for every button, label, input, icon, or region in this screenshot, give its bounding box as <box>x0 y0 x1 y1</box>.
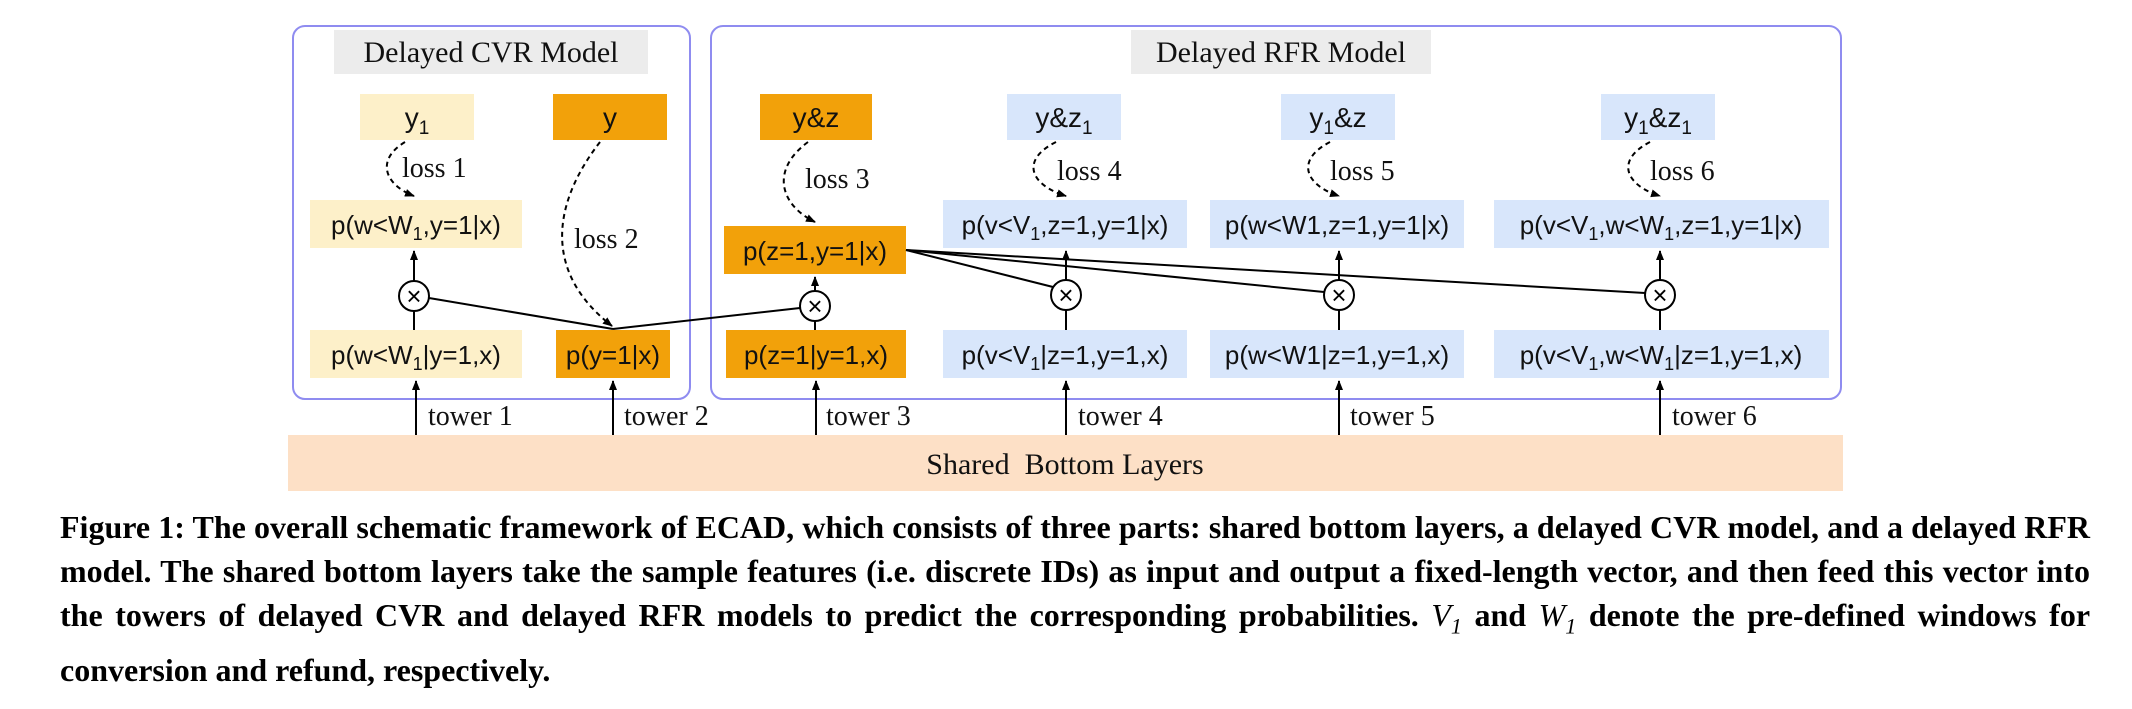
tower-1-label: tower 1 <box>428 401 513 432</box>
p-y-box <box>556 330 670 378</box>
label-yz-box <box>760 94 872 140</box>
p-w-y: p(w<W1,y=1|x) <box>331 210 501 244</box>
multiply-symbol-3: × <box>807 291 822 321</box>
p-z-given-box <box>726 330 906 378</box>
loss-6-label: loss 6 <box>1650 156 1715 187</box>
figure-caption: Figure 1: The overall schematic framewor… <box>60 505 2090 692</box>
p-vw-given: p(v<V1,w<W1|z=1,y=1,x) <box>1520 340 1803 374</box>
p-v-zy-box <box>943 200 1187 248</box>
label-y-box <box>553 94 667 140</box>
p-v-zy: p(v<V1,z=1,y=1|x) <box>962 210 1169 244</box>
p-v-given-box <box>943 330 1187 378</box>
p-w-zy: p(w<W1,z=1,y=1|x) <box>1225 210 1449 240</box>
rfr-title-bg <box>1131 30 1431 74</box>
loss-arrows <box>385 141 1661 327</box>
multiply-symbol-4: × <box>1058 280 1073 310</box>
caption-text-after: denote the pre-defined windows for conve… <box>60 597 2091 689</box>
label-y1z: y1&z <box>1309 102 1366 139</box>
multiply-symbol-6: × <box>1652 280 1667 310</box>
p-w-zy-box <box>1210 200 1464 248</box>
p-w-given-rfr: p(w<W1|z=1,y=1,x) <box>1225 340 1449 370</box>
caption-text: The overall schematic framework of ECAD,… <box>60 509 2091 633</box>
p-vw-zy: p(v<V1,w<W1,z=1,y=1|x) <box>1520 210 1803 244</box>
p-y: p(y=1|x) <box>566 340 660 370</box>
cvr-panel <box>292 25 691 400</box>
loss-5-label: loss 5 <box>1330 156 1395 187</box>
label-yz: y&z <box>793 102 840 133</box>
cond-to-multiply-lines <box>413 310 1661 330</box>
p-zy-box <box>724 226 906 274</box>
tower-4-label: tower 4 <box>1078 401 1163 432</box>
cvr-title: Delayed CVR Model <box>364 36 619 69</box>
loss-1-label: loss 1 <box>402 153 467 184</box>
tower-3-label: tower 3 <box>826 401 911 432</box>
multiply-symbol-1: × <box>406 281 421 311</box>
loss-2-label: loss 2 <box>574 224 639 255</box>
caption-and: and <box>1474 597 1527 633</box>
p-vw-zy-box <box>1494 200 1829 248</box>
cvr-title-bg <box>334 30 648 74</box>
label-yz1-box <box>1007 94 1121 140</box>
tower-2-label: tower 2 <box>624 401 709 432</box>
cross-connection-lines <box>428 249 1646 330</box>
p-w-y-box <box>310 200 522 248</box>
figure-label: Figure 1: <box>60 509 185 545</box>
shared-bottom-label: Shared Bottom Layers <box>926 448 1203 481</box>
loss-4-label: loss 4 <box>1057 156 1122 187</box>
loss-3-label: loss 3 <box>805 164 870 195</box>
tower-arrows <box>412 380 1664 435</box>
rfr-panel <box>710 25 1842 400</box>
p-vw-given-box <box>1494 330 1829 378</box>
p-w-given-box <box>310 330 522 378</box>
caption-v1: V1 <box>1431 597 1462 639</box>
rfr-title: Delayed RFR Model <box>1156 36 1406 69</box>
p-w-given-rfr-box <box>1210 330 1464 378</box>
tower-5-label: tower 5 <box>1350 401 1435 432</box>
label-y1-box <box>360 94 474 140</box>
multiply-symbol-5: × <box>1331 280 1346 310</box>
shared-bottom-layers <box>288 435 1843 491</box>
p-zy: p(z=1,y=1|x) <box>743 236 887 266</box>
label-y: y <box>603 102 617 133</box>
label-y1z-box <box>1281 94 1395 140</box>
p-v-given: p(v<V1|z=1,y=1,x) <box>962 340 1169 374</box>
label-y1: y1 <box>405 102 430 139</box>
caption-w1: W1 <box>1538 597 1577 639</box>
p-w-given: p(w<W1|y=1,x) <box>331 340 501 374</box>
p-z-given: p(z=1|y=1,x) <box>744 340 888 370</box>
tower-6-label: tower 6 <box>1672 401 1757 432</box>
label-y1z1: y1&z1 <box>1624 102 1692 139</box>
label-y1z1-box <box>1601 94 1715 140</box>
